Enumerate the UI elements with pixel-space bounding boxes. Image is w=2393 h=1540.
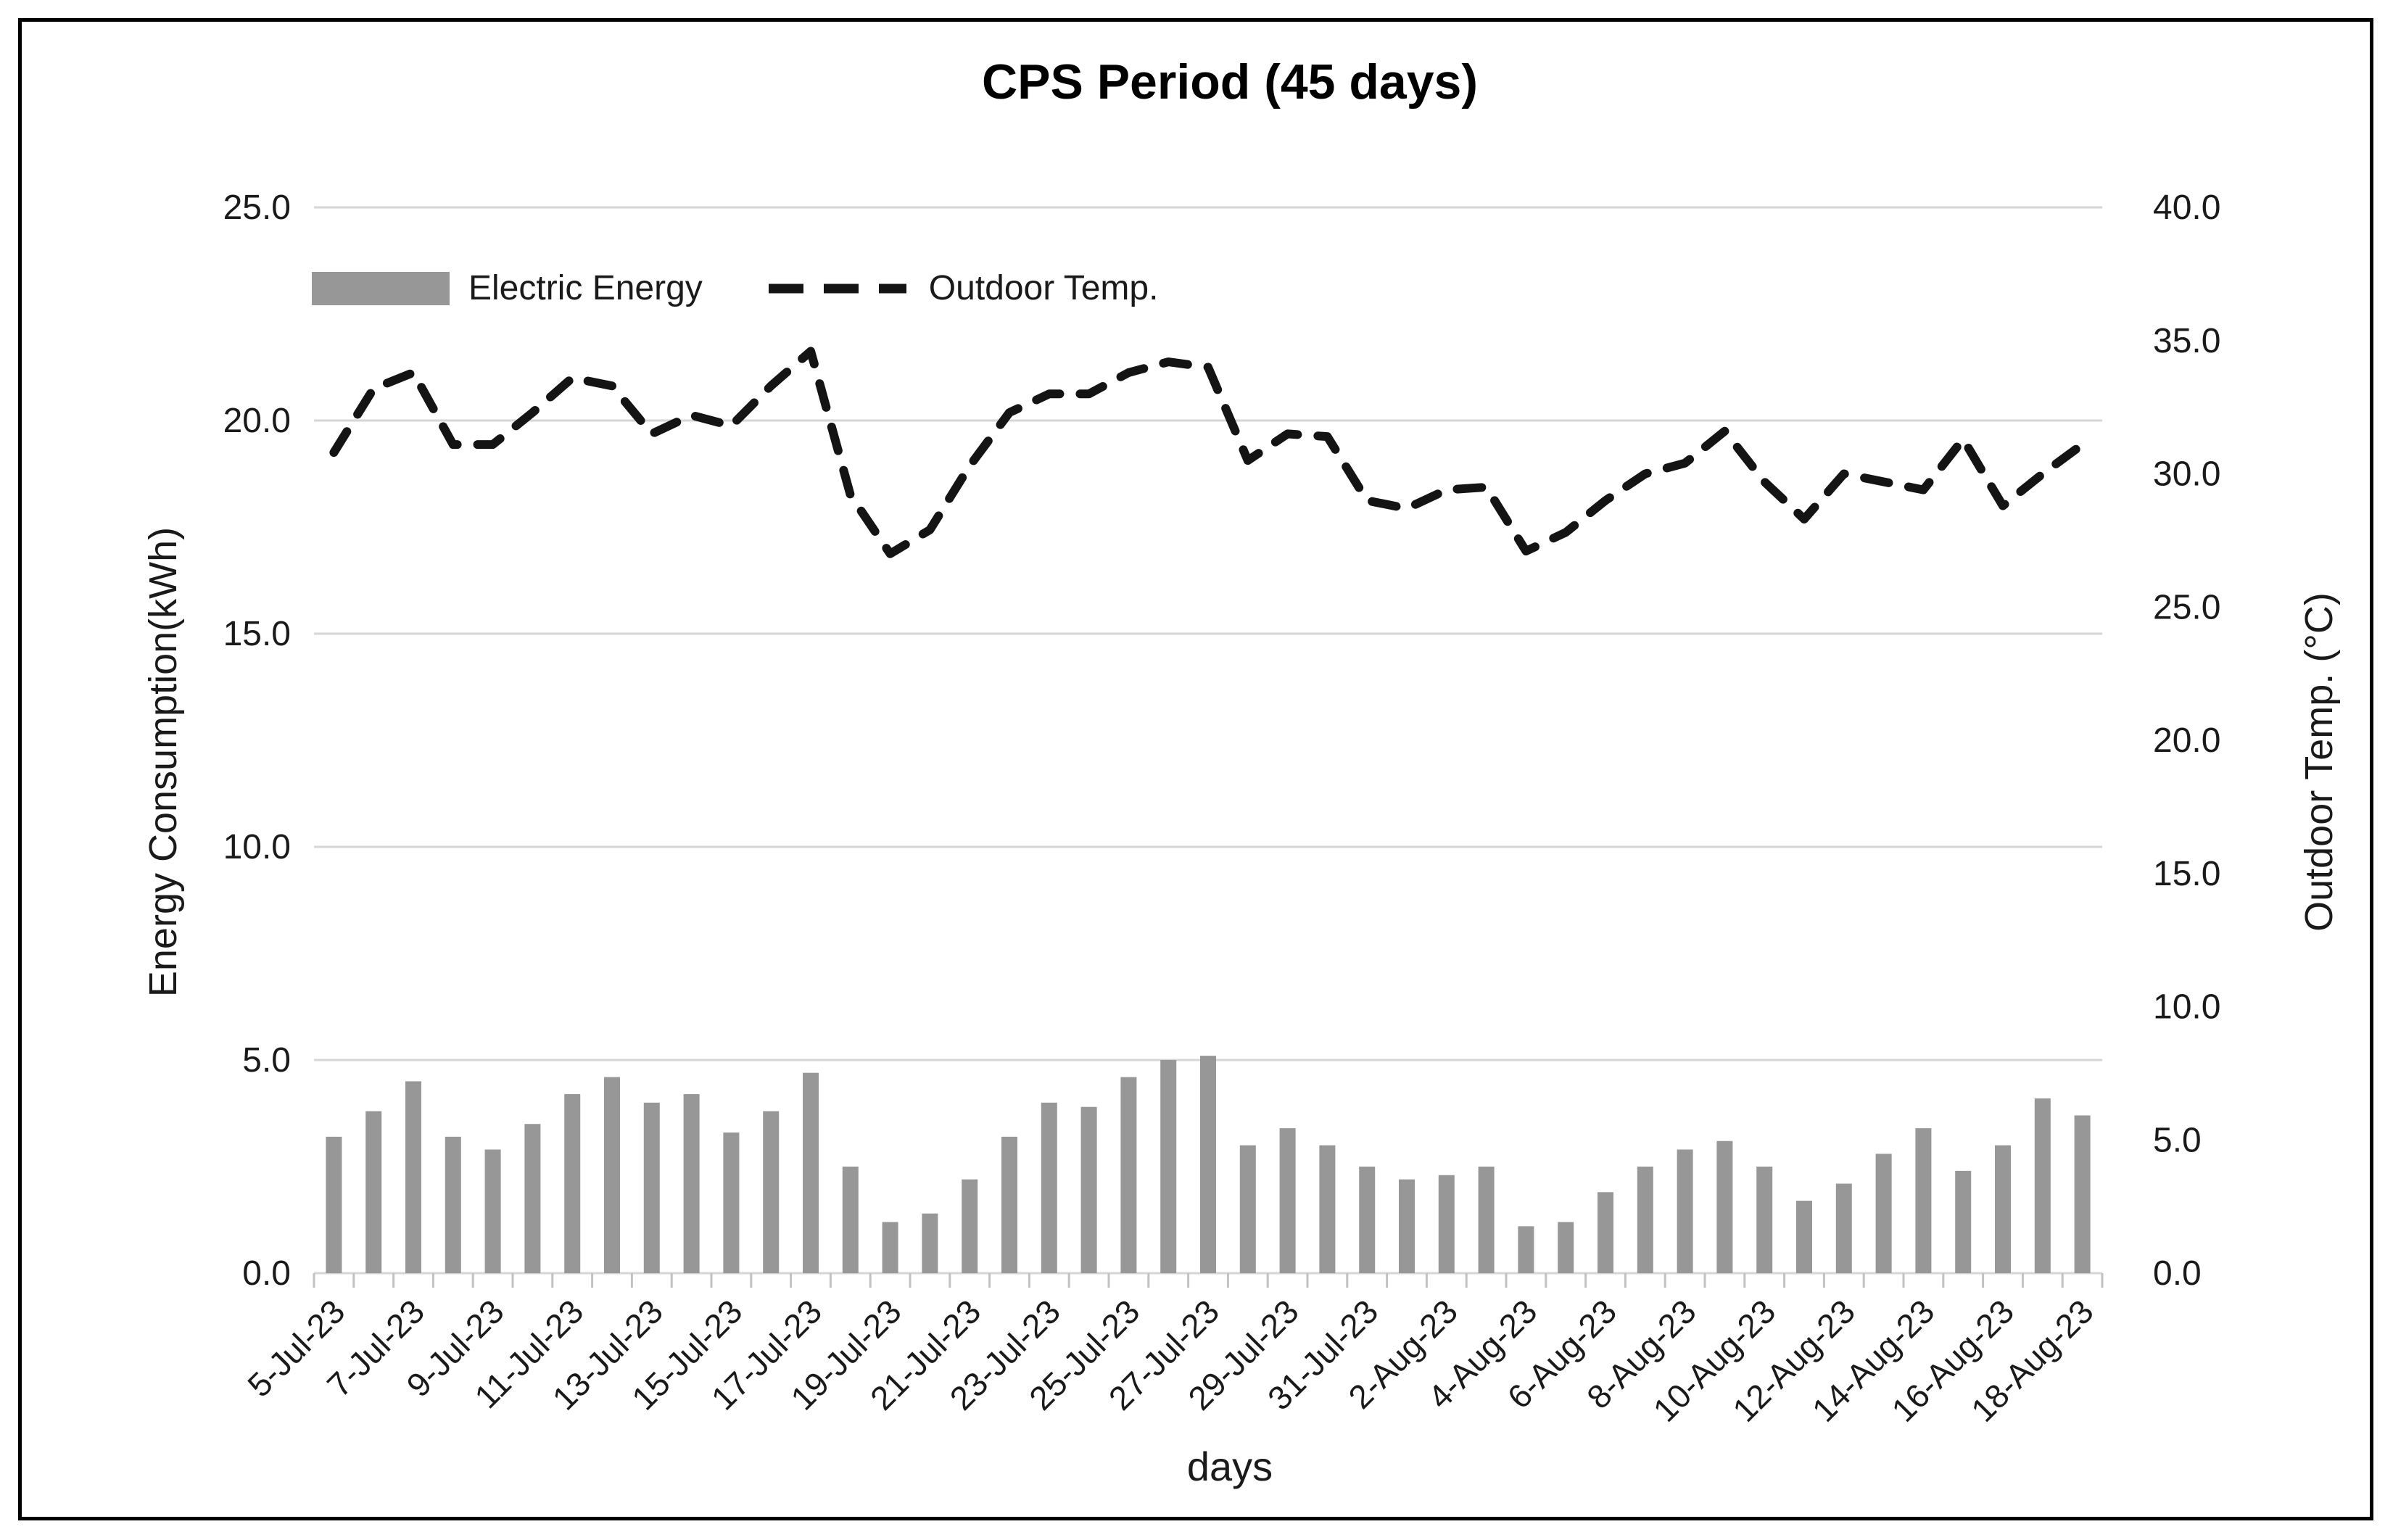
legend-label-electric-energy: Electric Energy (468, 269, 703, 307)
energy-bar (365, 1111, 382, 1273)
energy-bar (524, 1124, 541, 1273)
x-axis-title: days (1186, 1444, 1273, 1489)
energy-bar (1239, 1145, 1256, 1273)
energy-bar (1359, 1167, 1376, 1273)
energy-bar (1080, 1106, 1097, 1273)
legend-bar-swatch (312, 271, 450, 305)
temp-line (329, 347, 2087, 558)
energy-bar (1518, 1226, 1534, 1273)
right-axis-tick-label: 25.0 (2153, 588, 2220, 626)
energy-bar (1399, 1179, 1415, 1273)
energy-bar (2074, 1115, 2091, 1273)
right-axis-tick-label: 15.0 (2153, 855, 2220, 893)
energy-bar (604, 1077, 620, 1273)
energy-bar (882, 1222, 898, 1273)
right-axis-tick-label: 5.0 (2153, 1121, 2202, 1159)
energy-bar (1279, 1128, 1296, 1273)
energy-bar (564, 1094, 581, 1273)
right-axis-tick-label: 20.0 (2153, 721, 2220, 760)
left-axis-tick-label: 0.0 (242, 1254, 291, 1293)
chart-title: CPS Period (45 days) (981, 54, 1479, 109)
energy-bar (1558, 1222, 1574, 1273)
left-axis-tick-label: 15.0 (223, 615, 291, 653)
energy-bar (484, 1149, 501, 1273)
legend-dash-icon (768, 283, 906, 293)
energy-bar (1041, 1102, 1057, 1273)
left-axis-tick-label: 10.0 (223, 828, 291, 866)
right-axis-tick-label: 0.0 (2153, 1254, 2202, 1293)
energy-bar (326, 1136, 342, 1273)
energy-bar (1637, 1167, 1653, 1273)
energy-bar (1716, 1140, 1733, 1273)
energy-bar (1001, 1136, 1017, 1273)
energy-bar (683, 1094, 700, 1273)
left-axis-tick-label: 20.0 (223, 402, 291, 440)
left-axis-tick-label: 25.0 (223, 189, 291, 227)
right-axis-tick-label: 35.0 (2153, 322, 2220, 360)
energy-bar (1955, 1170, 1972, 1273)
energy-bar (803, 1072, 819, 1273)
energy-bar (1915, 1128, 1932, 1273)
energy-bar (842, 1167, 859, 1273)
energy-bar (1835, 1183, 1852, 1273)
energy-bar (763, 1111, 780, 1273)
energy-bar (1677, 1149, 1693, 1273)
energy-bar (1200, 1056, 1216, 1273)
right-axis-tick-label: 30.0 (2153, 455, 2220, 494)
energy-bar (1319, 1145, 1336, 1273)
energy-bar (962, 1179, 978, 1273)
right-axis-tick-label: 40.0 (2153, 189, 2220, 227)
energy-bar (1478, 1167, 1495, 1273)
energy-bar (2034, 1098, 2051, 1273)
energy-bar (723, 1132, 740, 1273)
energy-bar (1438, 1175, 1455, 1273)
legend-label-outdoor-temp: Outdoor Temp. (928, 269, 1159, 307)
energy-bar (1875, 1154, 1892, 1273)
right-axis-tick-label: 10.0 (2153, 988, 2220, 1027)
energy-bar (405, 1081, 421, 1273)
energy-bar (1995, 1145, 2011, 1273)
energy-bar (643, 1102, 660, 1273)
legend: Electric Energy Outdoor Temp. (312, 268, 1158, 308)
energy-bar (1756, 1167, 1773, 1273)
energy-bar (1598, 1192, 1613, 1273)
left-axis-tick-label: 5.0 (242, 1041, 291, 1080)
energy-bar (1120, 1077, 1137, 1273)
energy-bar (1796, 1201, 1812, 1273)
energy-bar (445, 1136, 461, 1273)
energy-bar (922, 1213, 938, 1273)
energy-bar (1160, 1060, 1177, 1273)
